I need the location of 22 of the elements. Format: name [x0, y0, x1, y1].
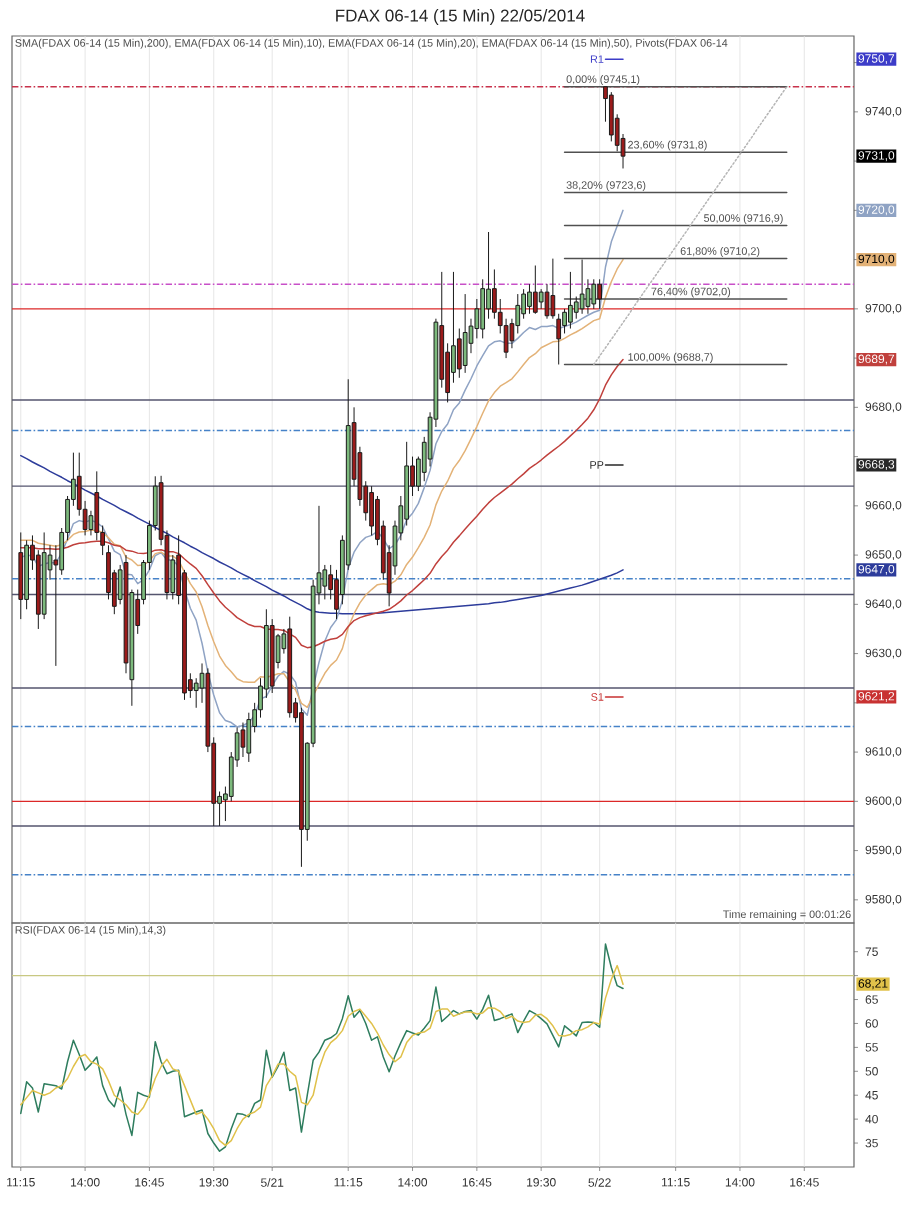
- candlestick: [18, 531, 24, 620]
- candlestick: [579, 259, 585, 315]
- candlestick: [287, 616, 293, 719]
- candlestick: [521, 288, 526, 320]
- candlestick: [123, 554, 129, 674]
- candlestick: [550, 258, 556, 320]
- candlestick: [35, 549, 41, 630]
- candlestick: [193, 677, 199, 709]
- candlestick: [568, 271, 573, 330]
- candlestick: [246, 712, 252, 763]
- candlestick: [608, 91, 614, 142]
- chart-title: FDAX 06-14 (15 Min) 22/05/2014: [336, 9, 585, 25]
- candlestick: [462, 293, 468, 374]
- candlestick: [503, 318, 509, 359]
- candlestick: [404, 441, 410, 527]
- candlestick: [591, 278, 597, 310]
- candlestick: [597, 278, 602, 310]
- candlestick: [299, 707, 304, 868]
- candlestick: [240, 722, 246, 758]
- candlestick: [532, 265, 538, 313]
- candlestick: [369, 485, 374, 536]
- candlestick: [94, 470, 100, 541]
